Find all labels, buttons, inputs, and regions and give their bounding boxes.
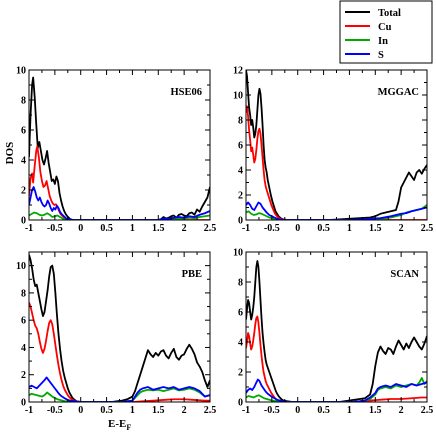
series-line-hse06-total: [29, 76, 210, 220]
panel-pbe: -1 -0.5 0 0.5 1 1.5 2 2.5 0 2 4 6 8 10 PBE: [16, 251, 217, 416]
y-tick-label-mggac: 10: [233, 91, 243, 102]
series-line-mggac-s: [246, 201, 427, 220]
x-tick-label-scan: 0.5: [317, 405, 330, 416]
y-tick-label-mggac: 6: [238, 141, 243, 152]
x-tick-label-mggac: -1: [242, 223, 250, 234]
series-line-pbe-cu: [29, 302, 210, 402]
y-axis-title: DOS: [4, 142, 16, 165]
x-tick-label-pbe: 0: [78, 405, 83, 416]
panel-title-scan: SCAN: [390, 269, 419, 280]
x-tick-label-hse06: 0: [78, 223, 83, 234]
x-tick-label-pbe: 1.5: [152, 405, 165, 416]
x-tick-label-hse06: 2.5: [204, 223, 217, 234]
y-tick-label-pbe: 8: [21, 288, 26, 299]
x-tick-label-pbe: 2.5: [204, 405, 217, 416]
x-tick-label-mggac: -0.5: [264, 223, 280, 234]
x-tick-label-mggac: 2: [399, 223, 404, 234]
x-tick-label-pbe: 0.5: [100, 405, 113, 416]
series-line-hse06-s: [29, 186, 210, 220]
y-tick-label-scan: 0: [238, 398, 243, 409]
y-tick-label-pbe: 4: [21, 343, 26, 354]
y-tick-label-hse06: 4: [21, 156, 26, 167]
x-tick-label-mggac: 0.5: [317, 223, 330, 234]
panel-title-pbe: PBE: [182, 269, 202, 280]
x-tick-label-mggac: 2.5: [421, 223, 434, 234]
x-tick-label-pbe: -0.5: [47, 405, 63, 416]
y-tick-label-mggac: 8: [238, 116, 243, 127]
y-tick-label-pbe: 0: [21, 398, 26, 409]
series-line-scan-cu: [246, 315, 427, 402]
x-tick-label-scan: 1: [347, 405, 352, 416]
y-tick-label-pbe: 10: [16, 261, 26, 272]
x-tick-label-hse06: 2: [182, 223, 187, 234]
legend-label-s: S: [378, 50, 384, 61]
x-tick-label-mggac: 0: [295, 223, 300, 234]
panel-title-mggac: MGGAC: [378, 87, 419, 98]
legend: Total Cu In S: [339, 0, 433, 64]
y-tick-label-scan: 2: [238, 368, 243, 379]
y-tick-label-scan: 8: [238, 278, 243, 289]
y-tick-label-pbe: 2: [21, 370, 26, 381]
x-tick-label-mggac: 1: [347, 223, 352, 234]
panel-mggac: -1 -0.5 0 0.5 1 1.5 2 2.5 0 2 4 6 8 10 12 MGGAC: [233, 66, 433, 235]
panel-title-hse06: HSE06: [170, 87, 202, 98]
x-axis-title-subscript: F: [126, 423, 131, 432]
x-tick-label-pbe: 1: [130, 405, 135, 416]
series-line-scan-total: [246, 260, 427, 402]
y-tick-label-hse06: 6: [21, 126, 26, 137]
y-tick-label-scan: 6: [238, 308, 243, 319]
x-tick-label-pbe: -1: [25, 405, 33, 416]
y-tick-label-hse06: 8: [21, 96, 26, 107]
y-tick-label-hse06: 10: [16, 66, 26, 77]
x-axis-title-main: E-E: [108, 418, 126, 430]
x-axis-title: E-EF: [108, 418, 131, 432]
x-tick-label-hse06: 1: [130, 223, 135, 234]
panel-hse06: -1 -0.5 0 0.5 1 1.5 2 2.5 0 2 4 6 8 10 HSE06: [16, 66, 216, 235]
panel-scan: -1 -0.5 0 0.5 1 1.5 2 2.5 0 2 4 6 8 10 SCAN: [233, 248, 433, 417]
x-tick-label-hse06: -0.5: [47, 223, 63, 234]
x-tick-label-pbe: 2: [182, 405, 187, 416]
y-tick-label-mggac: 12: [233, 66, 243, 77]
y-tick-label-scan: 10: [233, 248, 243, 259]
y-tick-label-mggac: 2: [238, 191, 243, 202]
x-tick-label-mggac: 1.5: [369, 223, 382, 234]
x-tick-label-scan: 2.5: [421, 405, 434, 416]
series-line-pbe-s: [29, 376, 210, 402]
legend-label-cu: Cu: [378, 22, 392, 33]
x-tick-label-scan: -1: [242, 405, 250, 416]
x-tick-label-scan: 2: [399, 405, 404, 416]
y-tick-label-hse06: 2: [21, 186, 26, 197]
legend-label-total: Total: [378, 8, 401, 19]
series-line-hse06-in: [29, 211, 210, 220]
series-line-scan-s: [246, 378, 427, 402]
series-line-mggac-cu: [246, 105, 427, 220]
x-tick-label-hse06: -1: [25, 223, 33, 234]
y-tick-label-hse06: 0: [21, 216, 26, 227]
x-tick-label-hse06: 1.5: [152, 223, 165, 234]
x-tick-label-scan: -0.5: [264, 405, 280, 416]
x-tick-label-scan: 0: [295, 405, 300, 416]
legend-label-in: In: [378, 36, 388, 47]
series-line-mggac-total: [246, 70, 427, 220]
y-tick-label-scan: 4: [238, 338, 243, 349]
y-tick-label-mggac: 0: [238, 216, 243, 227]
y-tick-label-mggac: 4: [238, 166, 243, 177]
y-tick-label-pbe: 6: [21, 316, 26, 327]
x-tick-label-scan: 1.5: [369, 405, 382, 416]
x-tick-label-hse06: 0.5: [100, 223, 113, 234]
